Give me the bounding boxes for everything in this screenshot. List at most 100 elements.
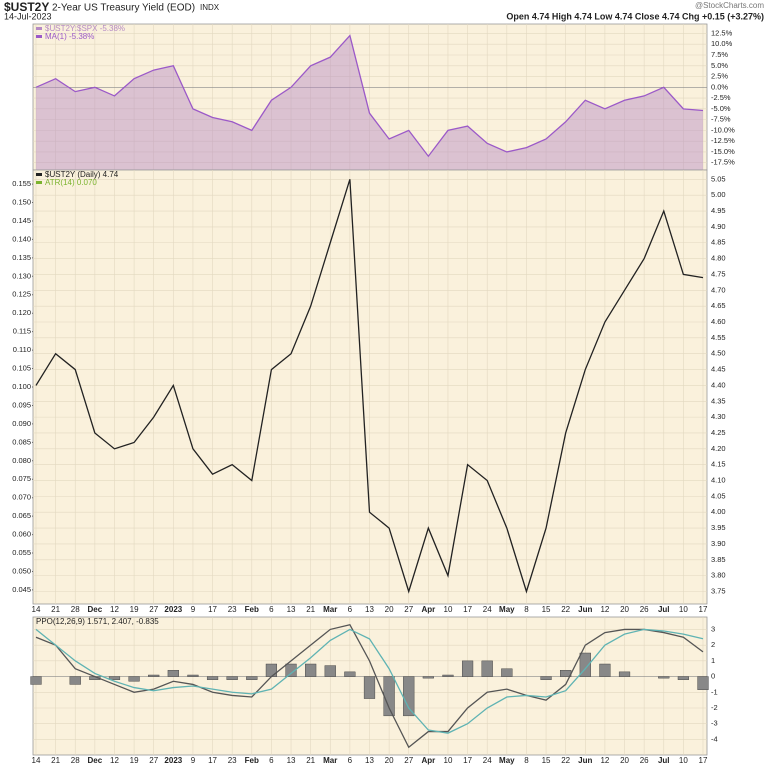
x-tick-label: 10 <box>444 605 453 614</box>
x-tick-label: 27 <box>404 605 413 614</box>
y2-tick-label: 0.0% <box>711 82 728 91</box>
bar <box>540 676 552 680</box>
x-tick-label: 17 <box>208 756 217 765</box>
x-tick-label: 21 <box>51 605 60 614</box>
x-tick-label: 21 <box>306 605 315 614</box>
bar <box>422 676 434 679</box>
annotation: ATR(14) 0.070 <box>45 178 97 187</box>
bar <box>187 674 199 677</box>
y2-tick-label: -12.5% <box>711 136 735 145</box>
y-tick-label: 0.050 <box>12 566 31 575</box>
x-tick-label: 17 <box>463 605 472 614</box>
y-tick-label: 0.095 <box>12 400 31 409</box>
y2-tick-label: 4.95 <box>711 206 726 215</box>
y-tick-label: 0.055 <box>12 548 31 557</box>
legend-entry: $UST2Y:$SPX -5.38% <box>45 24 125 33</box>
bar <box>108 676 121 680</box>
x-tick-label: 9 <box>191 756 196 765</box>
y2-tick-label: -7.5% <box>711 115 731 124</box>
y2-tick-label: 3.80 <box>711 571 726 580</box>
y2-tick-label: 1 <box>711 656 715 665</box>
y2-tick-label: 5.0% <box>711 61 728 70</box>
bar <box>677 676 689 680</box>
x-tick-label: 12 <box>110 605 119 614</box>
y2-tick-label: -5.0% <box>711 104 731 113</box>
x-tick-label: Jul <box>658 756 670 765</box>
y2-tick-label: -2 <box>711 703 718 712</box>
x-tick-label: 2023 <box>164 605 182 614</box>
area <box>36 35 703 170</box>
y2-tick-label: 4.35 <box>711 396 726 405</box>
x-tick-label: May <box>499 756 515 765</box>
instrument-name: 2-Year US Treasury Yield (EOD) <box>52 3 195 14</box>
bar <box>481 660 493 677</box>
y-tick-label: 0.135 <box>12 253 31 262</box>
bar <box>305 663 317 677</box>
x-tick-label: 24 <box>483 605 492 614</box>
x-tick-label: 10 <box>679 756 688 765</box>
x-tick-label: 12 <box>600 605 609 614</box>
x-tick-label: 13 <box>287 756 296 765</box>
x-tick-label: 14 <box>32 605 41 614</box>
y2-tick-label: 4.90 <box>711 222 726 231</box>
x-tick-label: 15 <box>542 605 551 614</box>
x-tick-label: Jun <box>578 756 592 765</box>
x-tick-label: 13 <box>365 756 374 765</box>
y2-tick-label: 3.90 <box>711 539 726 548</box>
y2-tick-label: -3 <box>711 719 718 728</box>
x-tick-label: 27 <box>404 756 413 765</box>
y2-tick-label: 4.30 <box>711 412 726 421</box>
x-tick-label: Apr <box>421 605 435 614</box>
x-tick-label: 17 <box>463 756 472 765</box>
x-tick-label: 14 <box>32 756 41 765</box>
bar <box>128 676 140 682</box>
y2-tick-label: 5.00 <box>711 190 726 199</box>
y2-tick-label: 4.10 <box>711 476 726 485</box>
x-tick-label: 10 <box>444 756 453 765</box>
bar <box>383 676 395 717</box>
x-tick-label: 17 <box>699 756 708 765</box>
y2-tick-label: 4.80 <box>711 254 726 263</box>
bar <box>579 652 591 677</box>
symbol: $UST2Y <box>4 0 49 14</box>
y2-tick-label: -2.5% <box>711 93 731 102</box>
y2-tick-label: 2 <box>711 640 715 649</box>
bar <box>324 665 336 677</box>
y-tick-label: 0.080 <box>12 456 31 465</box>
source: @StockCharts.com <box>695 1 764 10</box>
y2-tick-label: 10.0% <box>711 39 733 48</box>
y-tick-label: 0.120 <box>12 308 31 317</box>
y-tick-label: 0.125 <box>12 290 31 299</box>
y-tick-label: 0.085 <box>12 437 31 446</box>
x-tick-label: 2023 <box>164 756 182 765</box>
y2-tick-label: 4.60 <box>711 317 726 326</box>
y-tick-label: 0.060 <box>12 530 31 539</box>
bar <box>442 674 454 677</box>
bar <box>285 663 297 677</box>
line <box>35 628 704 734</box>
x-tick-label: 13 <box>365 605 374 614</box>
bar <box>618 671 631 677</box>
x-tick-label: 19 <box>130 605 139 614</box>
quote: Open 4.74 High 4.74 Low 4.74 Close 4.74 … <box>506 11 764 21</box>
y2-tick-label: 5.05 <box>711 174 726 183</box>
x-tick-label: 23 <box>228 756 237 765</box>
y2-tick-label: -4 <box>711 734 718 743</box>
bar <box>69 676 81 685</box>
x-tick-label: Mar <box>323 756 337 765</box>
x-tick-label: Jul <box>658 605 670 614</box>
y-tick-label: 0.100 <box>12 382 31 391</box>
bar <box>344 671 356 677</box>
legend-swatch <box>36 27 42 30</box>
x-tick-label: 21 <box>51 756 60 765</box>
x-tick-label: 28 <box>71 605 80 614</box>
x-tick-label: 20 <box>620 605 629 614</box>
x-tick-label: 6 <box>269 756 274 765</box>
y-tick-label: 0.140 <box>12 234 31 243</box>
legend-swatch <box>36 173 42 176</box>
x-tick-label: 12 <box>600 756 609 765</box>
panel-background <box>32 169 708 605</box>
y2-tick-label: 3.75 <box>711 586 726 595</box>
y2-tick-label: 2.5% <box>711 72 728 81</box>
x-tick-label: 13 <box>287 605 296 614</box>
